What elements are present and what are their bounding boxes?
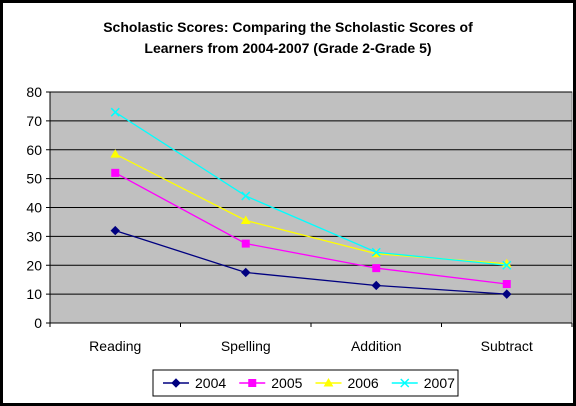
data-point-2005 <box>111 168 120 177</box>
data-point-2005 <box>502 280 511 289</box>
y-tick-label: 30 <box>26 228 42 244</box>
chart-title-line-1: Scholastic Scores: Comparing the Scholas… <box>103 19 473 35</box>
data-point-2007 <box>502 260 512 270</box>
legend-label-2006: 2006 <box>348 375 379 391</box>
data-point-2007 <box>241 191 251 201</box>
legend-label-2005: 2005 <box>271 375 302 391</box>
y-tick-label: 10 <box>26 286 42 302</box>
x-tick-label: Subtract <box>481 338 533 354</box>
legend-label-2007: 2007 <box>424 375 455 391</box>
data-point-2004 <box>241 267 251 278</box>
y-tick-label: 40 <box>26 200 42 216</box>
chart-title-line-2: Learners from 2004-2007 (Grade 2-Grade 5… <box>144 40 432 56</box>
x-tick-label: Reading <box>89 338 141 354</box>
data-point-2005 <box>372 264 381 273</box>
y-tick-label: 80 <box>26 84 42 100</box>
data-point-2006 <box>110 149 121 158</box>
y-tick-label: 20 <box>26 257 42 273</box>
series-line-2007 <box>114 111 507 266</box>
legend-label-2004: 2004 <box>195 375 226 391</box>
data-point-2004 <box>371 280 381 291</box>
x-tick-label: Addition <box>351 338 402 354</box>
data-point-2005 <box>241 239 250 248</box>
data-point-2007 <box>371 247 381 257</box>
legend-marker-2005 <box>248 379 257 387</box>
chart-area: Scholastic Scores: Comparing the Scholas… <box>3 3 573 403</box>
data-point-2004 <box>110 225 120 236</box>
data-point-2004 <box>502 289 512 299</box>
x-tick-label: Spelling <box>221 338 271 354</box>
y-tick-label: 0 <box>34 315 42 331</box>
legend-marker-2004 <box>171 378 181 388</box>
data-point-2006 <box>240 215 251 224</box>
y-tick-label: 50 <box>26 171 42 187</box>
legend-marker-2006 <box>323 377 334 387</box>
y-tick-label: 60 <box>26 142 42 158</box>
chart-title: Scholastic Scores: Comparing the Scholas… <box>3 17 573 59</box>
legend-marker-2007 <box>400 378 410 388</box>
y-tick-label: 70 <box>26 113 42 129</box>
series-line-2004 <box>115 229 507 295</box>
line-chart: 0 10 20 30 40 50 60 70 80 Reading Spelling Addition… <box>26 84 573 397</box>
series-line-2005 <box>114 172 507 285</box>
data-point-2007 <box>110 107 120 117</box>
